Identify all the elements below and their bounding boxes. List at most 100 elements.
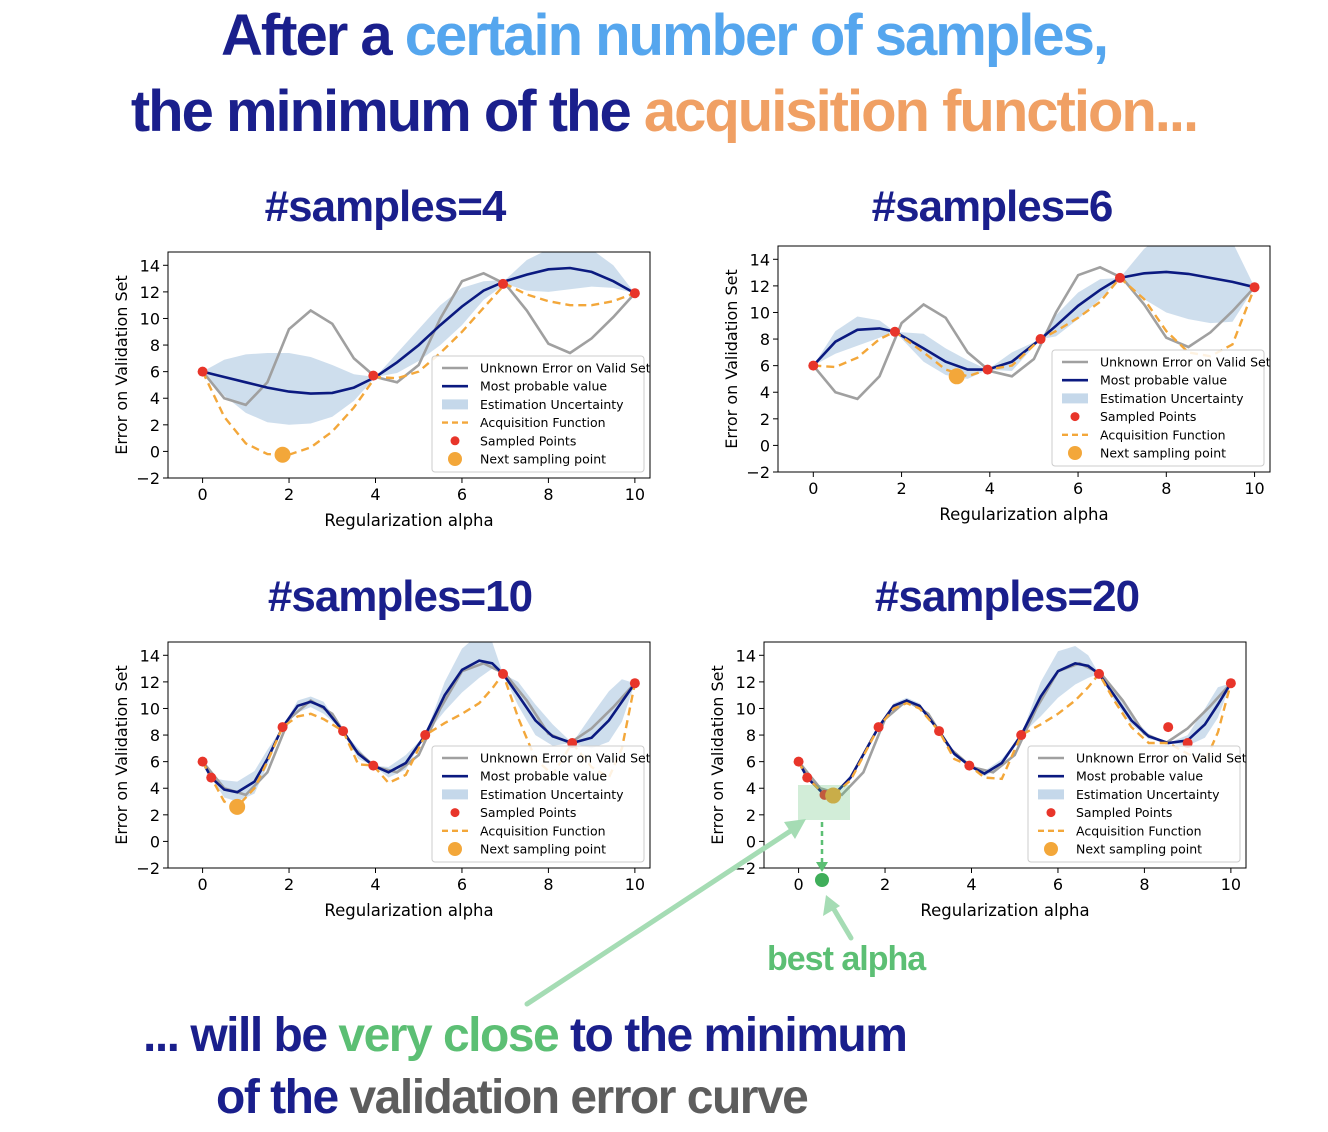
legend-swatch-sampled [1070, 412, 1080, 422]
sampled-point [793, 756, 804, 767]
y-tick-label: 4 [150, 779, 160, 798]
y-tick-label: 4 [150, 389, 160, 408]
y-tick-label: 14 [140, 646, 160, 665]
x-tick-label: 8 [1139, 875, 1149, 894]
legend-label: Acquisition Function [1076, 823, 1202, 838]
x-tick-label: 4 [370, 875, 380, 894]
sampled-point [197, 756, 208, 767]
legend-label: Sampled Points [480, 805, 576, 820]
sampled-point [1249, 282, 1260, 293]
x-tick-label: 6 [457, 875, 467, 894]
legend-swatch-band [1062, 393, 1088, 404]
y-tick-label: 14 [750, 250, 770, 269]
y-tick-label: 12 [140, 673, 160, 692]
mean-curve [201, 659, 636, 794]
sampled-point [206, 772, 217, 783]
y-tick-label: 6 [150, 363, 160, 382]
legend-label: Estimation Uncertainty [480, 397, 624, 412]
legend-label: Unknown Error on Valid Set [1076, 751, 1247, 766]
sampled-point [498, 668, 509, 679]
x-tick-label: 2 [896, 479, 906, 498]
acquisition-curve [201, 282, 636, 456]
sampled-point [808, 360, 819, 371]
drop-arrow-head [816, 862, 828, 872]
short-arrow-head [823, 895, 840, 916]
y-tick-label: 8 [150, 336, 160, 355]
y-tick-label: 6 [746, 753, 756, 772]
headline-line-2: the minimum of the acquisition function.… [0, 78, 1328, 145]
legend-box [431, 355, 645, 473]
legend-box [1051, 349, 1265, 467]
legend-label: Estimation Uncertainty [480, 787, 624, 802]
y-tick-label: 2 [746, 806, 756, 825]
y-tick-label: −2 [136, 859, 160, 878]
y-tick-label: 10 [736, 699, 756, 718]
plot-area [812, 246, 1256, 401]
y-tick-label: 2 [760, 410, 770, 429]
sampled-point [197, 366, 208, 377]
y-tick-label: 12 [750, 277, 770, 296]
plot-frame [167, 641, 651, 869]
x-tick-label: 10 [625, 875, 645, 894]
x-tick-label: 2 [880, 875, 890, 894]
long-arrow-line [524, 827, 795, 1007]
highlight-box [798, 785, 850, 820]
y-tick-label: 10 [140, 699, 160, 718]
next-sampling-point [825, 787, 842, 804]
legend-label: Acquisition Function [1100, 427, 1226, 442]
sampled-point [277, 722, 288, 733]
sampled-point [629, 678, 640, 689]
legend-swatch-band [442, 399, 468, 410]
footer-1-part-3: to the minimum [558, 1009, 908, 1062]
headline-1-part-2: certain number of samples, [404, 3, 1109, 68]
y-tick-label: 0 [150, 832, 160, 851]
y-axis-label: Error on Validation Set [112, 275, 131, 454]
legend-label: Most probable value [1100, 373, 1227, 388]
legend-label: Sampled Points [1100, 409, 1196, 424]
headline-1-part-1: After a [220, 3, 405, 68]
footer-line-2: of the validation error curve [216, 1070, 809, 1125]
next-sampling-point [229, 798, 246, 815]
chart-samples-10: 0 2 4 6 8 10 −2 0 2 4 6 8 10 12 14 Regularization alpha… [112, 641, 651, 920]
uncertainty-band [202, 252, 635, 425]
chart-samples-4: 0 2 4 6 8 10 −2 0 2 4 6 8 10 12 14 Regularization alpha… [112, 251, 651, 530]
x-tick-label: 6 [1073, 479, 1083, 498]
x-tick-label: 4 [370, 485, 380, 504]
legend-swatch-next [1044, 842, 1058, 856]
footer-2-part-2: validation error curve [349, 1071, 808, 1124]
legend-label: Sampled Points [480, 433, 576, 448]
y-tick-label: 12 [140, 283, 160, 302]
sampled-point [1163, 722, 1174, 733]
sampled-point [368, 370, 379, 381]
next-sampling-point [274, 446, 291, 463]
y-tick-label: 10 [140, 309, 160, 328]
x-axis-label: Regularization alpha [324, 901, 493, 920]
legend-swatch-sampled [450, 436, 460, 446]
legend-label: Next sampling point [480, 452, 606, 467]
sampled-point [629, 288, 640, 299]
legend-swatch-next [448, 842, 462, 856]
sampled-point [368, 760, 379, 771]
legend-label: Unknown Error on Valid Set [480, 361, 651, 376]
x-tick-label: 6 [1053, 875, 1063, 894]
y-tick-label: 12 [736, 673, 756, 692]
sampled-point [1016, 730, 1027, 741]
legend-label: Estimation Uncertainty [1076, 787, 1220, 802]
legend-swatch-next [1068, 446, 1082, 460]
y-tick-label: 0 [746, 832, 756, 851]
y-tick-label: 2 [150, 806, 160, 825]
sampled-point [873, 722, 884, 733]
legend-label: Sampled Points [1076, 805, 1172, 820]
x-tick-label: 0 [197, 485, 207, 504]
best-alpha-label: best alpha [767, 940, 926, 978]
x-tick-label: 10 [1221, 875, 1241, 894]
y-tick-label: 2 [150, 416, 160, 435]
x-tick-label: 8 [1161, 479, 1171, 498]
y-tick-label: 4 [760, 383, 770, 402]
y-axis-label: Error on Validation Set [708, 665, 727, 844]
plot-area [201, 252, 636, 456]
x-tick-label: 0 [197, 875, 207, 894]
y-tick-label: 10 [750, 303, 770, 322]
sampled-point [1035, 334, 1046, 345]
